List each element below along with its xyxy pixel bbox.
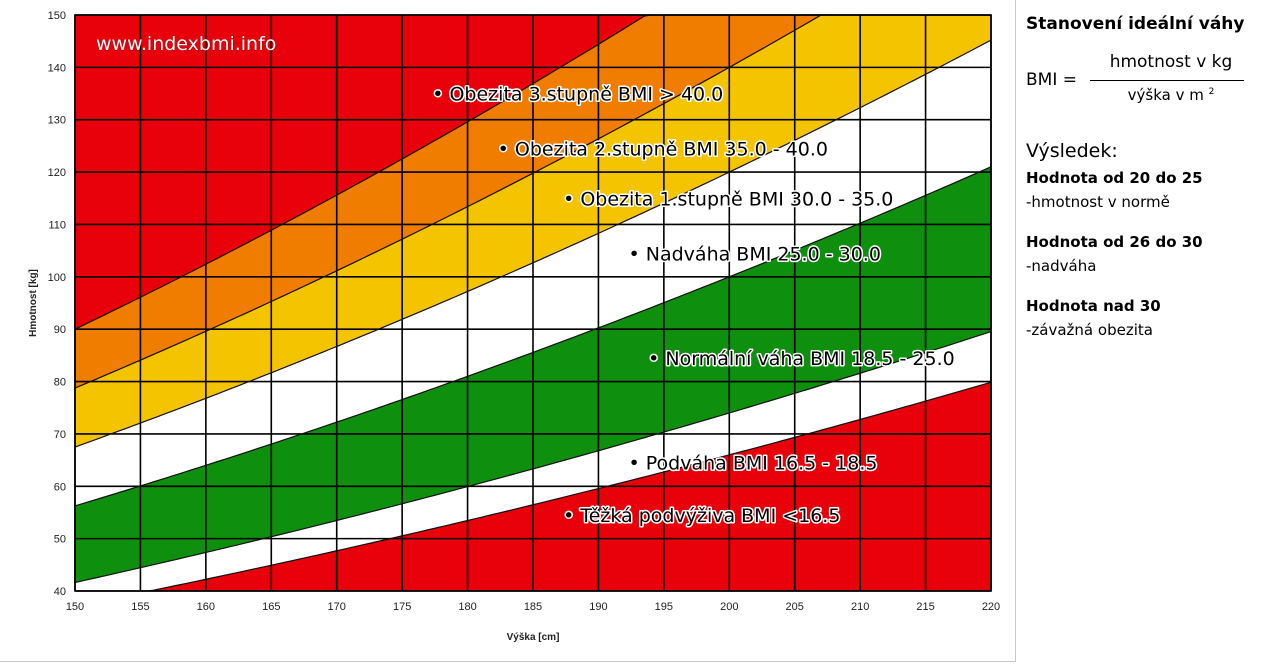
y-tick-label: 90 xyxy=(54,324,66,336)
band-label: • Obezita 3.stupně BMI > 40.0 xyxy=(432,84,723,106)
panel-title: Stanovení ideální váhy xyxy=(1026,14,1245,34)
y-tick-label: 80 xyxy=(54,377,66,389)
band-label: • Obezita 2.stupně BMI 35.0 - 40.0 xyxy=(498,139,828,161)
result-item: Hodnota od 20 do 25 -hmotnost v normě xyxy=(1026,166,1266,214)
result-title: Hodnota od 26 do 30 xyxy=(1026,233,1203,251)
x-tick-label: 200 xyxy=(720,601,738,613)
info-panel: Stanovení ideální váhy BMI = hmotnost v … xyxy=(1026,14,1266,342)
y-tick-label: 120 xyxy=(48,167,66,179)
result-desc: -závažná obezita xyxy=(1026,321,1153,339)
result-title: Hodnota nad 30 xyxy=(1026,297,1161,315)
x-tick-label: 170 xyxy=(328,601,346,613)
x-tick-label: 190 xyxy=(589,601,607,613)
band-label: • Obezita 1.stupně BMI 30.0 - 35.0 xyxy=(563,188,893,210)
x-tick-label: 220 xyxy=(982,601,1000,613)
y-tick-label: 50 xyxy=(54,534,66,546)
y-tick-label: 130 xyxy=(48,115,66,127)
y-tick-label: 70 xyxy=(54,429,66,441)
result-item: Hodnota nad 30 -závažná obezita xyxy=(1026,294,1266,342)
formula-denominator: výška v m xyxy=(1127,86,1204,104)
bmi-boundary-line xyxy=(75,39,991,448)
bmi-boundary-line xyxy=(75,15,991,389)
x-tick-label: 150 xyxy=(66,601,84,613)
band-label: • Podváha BMI 16.5 - 18.5 xyxy=(629,453,878,475)
chart-frame: 150 155 160 165 170 175 180 185 190 195 200 205 210 2… xyxy=(0,0,1016,662)
x-tick-label: 180 xyxy=(458,601,476,613)
x-tick-label: 205 xyxy=(786,601,804,613)
x-axis-label: Výška [cm] xyxy=(507,632,560,643)
bmi-boundary-line xyxy=(75,166,991,507)
x-tick-label: 160 xyxy=(197,601,215,613)
y-tick-label: 110 xyxy=(48,219,66,231)
x-tick-label: 165 xyxy=(262,601,280,613)
result-desc: -hmotnost v normě xyxy=(1026,193,1170,211)
watermark-text: www.indexbmi.info xyxy=(96,33,276,55)
band-label: • Normální váha BMI 18.5 - 25.0 xyxy=(648,348,955,370)
x-tick-label: 210 xyxy=(851,601,869,613)
fraction-bar xyxy=(1090,80,1244,81)
result-heading: Výsledek: xyxy=(1026,140,1118,162)
bmi-band xyxy=(75,331,991,591)
bmi-boundary-line xyxy=(75,15,991,330)
y-tick-label: 60 xyxy=(54,481,66,493)
x-tick-label: 185 xyxy=(524,601,542,613)
bmi-boundary-line xyxy=(75,331,991,584)
x-tick-label: 175 xyxy=(393,601,411,613)
result-title: Hodnota od 20 do 25 xyxy=(1026,169,1203,187)
formula-denominator-wrap: výška v m 2 xyxy=(1096,86,1246,104)
formula-lhs: BMI = xyxy=(1026,70,1077,90)
y-tick-label: 100 xyxy=(48,272,66,284)
formula-exponent: 2 xyxy=(1208,87,1215,97)
y-axis-label: Hmotnost [kg] xyxy=(28,269,39,337)
x-tick-label: 215 xyxy=(916,601,934,613)
plot-border xyxy=(74,14,992,592)
bmi-formula: BMI = hmotnost v kg výška v m 2 xyxy=(1026,52,1266,112)
y-tick-label: 140 xyxy=(48,62,66,74)
x-tick-label: 155 xyxy=(131,601,149,613)
result-desc: -nadváha xyxy=(1026,257,1097,275)
band-label: • Těžká podvýživa BMI <16.5 xyxy=(563,505,840,527)
result-item: Hodnota od 26 do 30 -nadváha xyxy=(1026,230,1266,278)
y-tick-label: 150 xyxy=(48,10,66,22)
x-tick-label: 195 xyxy=(655,601,673,613)
bmi-band xyxy=(75,15,991,330)
band-label: • Nadváha BMI 25.0 - 30.0 xyxy=(629,243,881,265)
bmi-chart: 150 155 160 165 170 175 180 185 190 195 200 205 210 2… xyxy=(28,10,1000,643)
y-tick-label: 40 xyxy=(54,586,66,598)
bmi-boundary-line xyxy=(75,381,991,591)
formula-numerator: hmotnost v kg xyxy=(1109,52,1233,72)
